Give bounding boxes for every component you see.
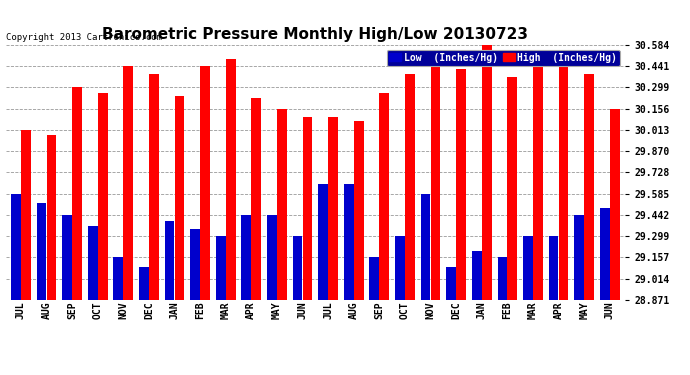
- Bar: [507, 77, 518, 300]
- Bar: [149, 74, 159, 300]
- Bar: [241, 215, 251, 300]
- Bar: [405, 74, 415, 300]
- Bar: [190, 229, 200, 300]
- Bar: [226, 59, 235, 300]
- Bar: [533, 66, 543, 300]
- Bar: [369, 257, 380, 300]
- Title: Barometric Pressure Monthly High/Low 20130723: Barometric Pressure Monthly High/Low 201…: [102, 27, 529, 42]
- Bar: [98, 93, 108, 300]
- Bar: [497, 257, 507, 300]
- Bar: [139, 267, 149, 300]
- Bar: [11, 194, 21, 300]
- Bar: [380, 93, 389, 300]
- Bar: [354, 121, 364, 300]
- Bar: [456, 69, 466, 300]
- Bar: [559, 63, 569, 300]
- Bar: [88, 226, 97, 300]
- Bar: [277, 109, 287, 300]
- Bar: [267, 215, 277, 300]
- Bar: [318, 184, 328, 300]
- Bar: [421, 194, 431, 300]
- Bar: [395, 236, 405, 300]
- Bar: [200, 66, 210, 300]
- Bar: [113, 257, 124, 300]
- Bar: [165, 221, 175, 300]
- Bar: [21, 130, 31, 300]
- Bar: [574, 215, 584, 300]
- Bar: [344, 184, 353, 300]
- Bar: [446, 267, 456, 300]
- Bar: [37, 203, 46, 300]
- Bar: [523, 236, 533, 300]
- Text: Copyright 2013 Cartronics.com: Copyright 2013 Cartronics.com: [6, 33, 162, 42]
- Bar: [124, 66, 133, 300]
- Bar: [472, 251, 482, 300]
- Bar: [47, 135, 57, 300]
- Bar: [216, 236, 226, 300]
- Bar: [482, 45, 491, 300]
- Bar: [431, 66, 440, 300]
- Bar: [293, 236, 302, 300]
- Bar: [72, 87, 82, 300]
- Bar: [610, 109, 620, 300]
- Bar: [303, 117, 313, 300]
- Bar: [549, 236, 558, 300]
- Bar: [175, 96, 184, 300]
- Bar: [600, 208, 610, 300]
- Bar: [328, 117, 338, 300]
- Bar: [584, 74, 594, 300]
- Bar: [62, 215, 72, 300]
- Bar: [251, 98, 262, 300]
- Legend: Low  (Inches/Hg), High  (Inches/Hg): Low (Inches/Hg), High (Inches/Hg): [386, 50, 620, 66]
